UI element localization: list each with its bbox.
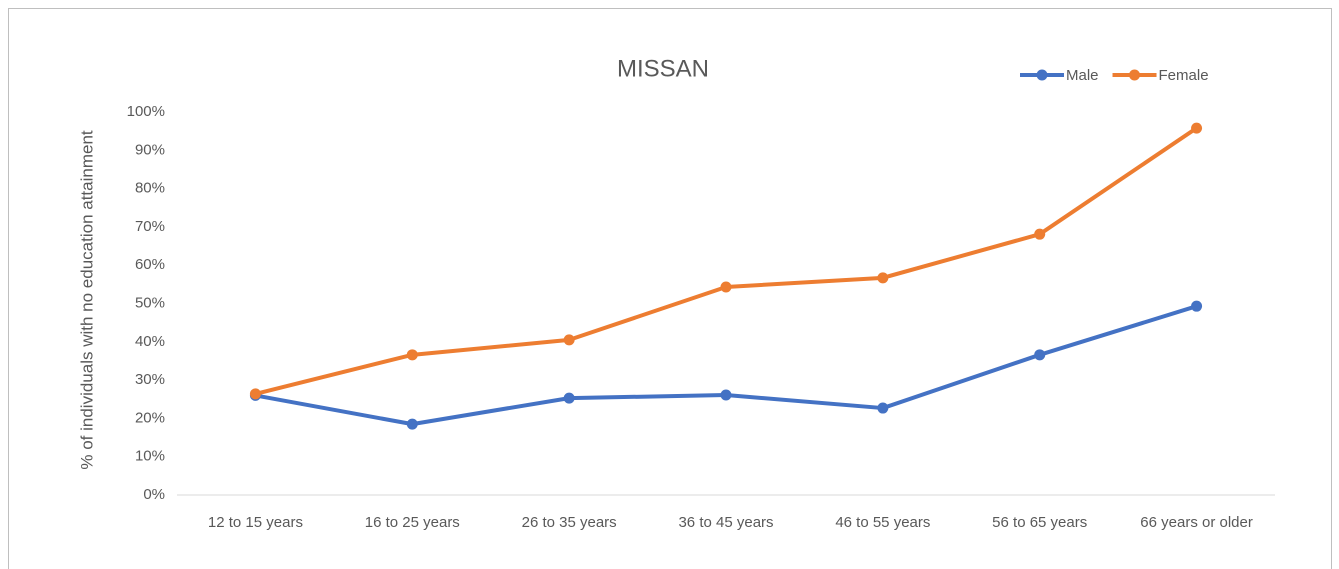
y-tick-label: 30% [135,371,165,388]
x-tick-label: 16 to 25 years [365,514,460,531]
y-tick-label: 70% [135,218,165,235]
legend-label: Female [1159,67,1209,84]
data-point [1034,228,1046,240]
legend-label: Male [1066,67,1099,84]
x-tick-label: 56 to 65 years [992,514,1087,531]
data-point [249,388,261,400]
data-point [1034,349,1046,361]
y-tick-label: 50% [135,294,165,311]
chart-title: MISSAN [617,55,709,82]
y-tick-label: 20% [135,409,165,426]
y-axis-title: % of individuals with no education attai… [77,130,96,470]
data-point [563,392,575,404]
y-tick-label: 90% [135,141,165,158]
x-tick-label: 66 years or older [1140,514,1253,531]
data-point [563,334,575,346]
data-point [877,402,889,414]
data-point [406,349,418,361]
x-tick-label: 46 to 55 years [835,514,930,531]
data-point [1191,122,1203,134]
y-tick-label: 40% [135,333,165,350]
y-tick-label: 0% [143,486,165,503]
y-tick-label: 80% [135,180,165,197]
x-tick-label: 36 to 45 years [678,514,773,531]
y-tick-label: 10% [135,448,165,465]
legend-marker [1036,69,1048,81]
y-tick-label: 100% [127,103,165,120]
y-tick-label: 60% [135,256,165,273]
legend-marker [1129,69,1141,81]
data-point [720,281,732,293]
x-tick-label: 12 to 15 years [208,514,303,531]
data-point [1191,300,1203,312]
data-point [406,418,418,430]
data-point [720,389,732,401]
x-tick-label: 26 to 35 years [522,514,617,531]
chart-border [8,8,1332,569]
data-point [877,272,889,284]
